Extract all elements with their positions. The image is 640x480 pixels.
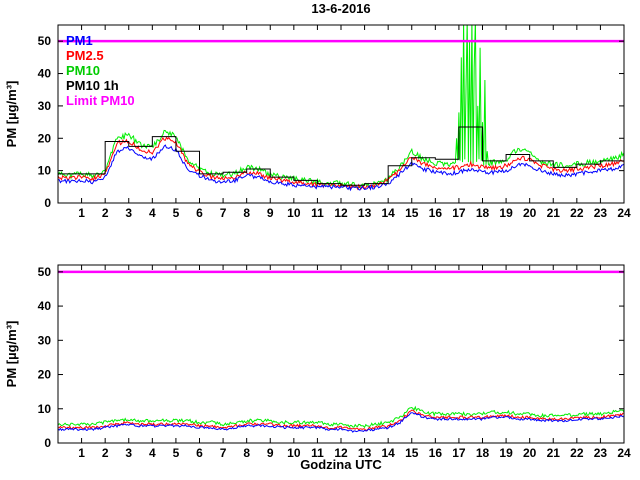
svg-text:40: 40 xyxy=(38,67,52,81)
svg-text:9: 9 xyxy=(267,206,274,220)
svg-text:17: 17 xyxy=(452,446,466,460)
svg-text:11: 11 xyxy=(311,206,324,220)
svg-text:15: 15 xyxy=(405,206,419,220)
svg-text:20: 20 xyxy=(523,446,537,460)
svg-text:5: 5 xyxy=(173,206,180,220)
svg-text:50: 50 xyxy=(38,265,52,279)
svg-text:22: 22 xyxy=(570,446,584,460)
svg-text:20: 20 xyxy=(38,368,52,382)
svg-text:17: 17 xyxy=(452,206,466,220)
legend-item-pm10: PM10 xyxy=(66,63,100,78)
svg-text:18: 18 xyxy=(476,206,490,220)
svg-text:0: 0 xyxy=(44,436,51,450)
svg-text:15: 15 xyxy=(405,446,419,460)
svg-text:PM [µg/m³]: PM [µg/m³] xyxy=(4,321,19,388)
svg-text:3: 3 xyxy=(125,206,132,220)
svg-text:21: 21 xyxy=(547,206,561,220)
svg-text:0: 0 xyxy=(44,196,51,210)
svg-text:10: 10 xyxy=(38,402,52,416)
svg-text:12: 12 xyxy=(334,206,348,220)
svg-text:7: 7 xyxy=(220,206,227,220)
svg-text:22: 22 xyxy=(570,206,584,220)
svg-text:16: 16 xyxy=(429,446,443,460)
svg-text:40: 40 xyxy=(38,299,52,313)
svg-text:10: 10 xyxy=(287,206,301,220)
legend-item-limit-pm10: Limit PM10 xyxy=(66,93,135,108)
svg-text:23: 23 xyxy=(594,206,608,220)
svg-text:10: 10 xyxy=(38,164,52,178)
x-axis-label: Godzina UTC xyxy=(300,457,382,472)
svg-text:13: 13 xyxy=(358,446,372,460)
svg-text:10: 10 xyxy=(287,446,301,460)
svg-text:11: 11 xyxy=(311,446,324,460)
svg-text:18: 18 xyxy=(476,446,490,460)
svg-text:6: 6 xyxy=(196,206,203,220)
svg-text:30: 30 xyxy=(38,333,52,347)
svg-text:4: 4 xyxy=(149,446,156,460)
svg-text:2: 2 xyxy=(102,446,109,460)
svg-text:PM [µg/m³]: PM [µg/m³] xyxy=(4,81,19,148)
svg-text:16: 16 xyxy=(429,206,443,220)
legend-item-pm2-5: PM2.5 xyxy=(66,48,104,63)
legend: PM1 PM2.5 PM10 PM10 1h Limit PM10 xyxy=(66,33,135,108)
legend-item-pm1: PM1 xyxy=(66,33,93,48)
svg-text:3: 3 xyxy=(125,446,132,460)
figure-title: 13-6-2016 xyxy=(311,1,371,16)
svg-text:12: 12 xyxy=(334,446,348,460)
svg-text:4: 4 xyxy=(149,206,156,220)
svg-text:21: 21 xyxy=(547,446,561,460)
svg-text:2: 2 xyxy=(102,206,109,220)
svg-text:8: 8 xyxy=(243,446,250,460)
svg-text:24: 24 xyxy=(617,446,631,460)
svg-text:13: 13 xyxy=(358,206,372,220)
svg-text:5: 5 xyxy=(173,446,180,460)
svg-text:14: 14 xyxy=(381,206,395,220)
svg-text:19: 19 xyxy=(499,206,513,220)
svg-text:24: 24 xyxy=(617,206,631,220)
svg-text:20: 20 xyxy=(38,131,52,145)
legend-item-pm10-1h: PM10 1h xyxy=(66,78,119,93)
svg-text:14: 14 xyxy=(381,446,395,460)
svg-text:50: 50 xyxy=(38,34,52,48)
svg-text:9: 9 xyxy=(267,446,274,460)
svg-text:6: 6 xyxy=(196,446,203,460)
svg-text:30: 30 xyxy=(38,99,52,113)
svg-text:7: 7 xyxy=(220,446,227,460)
svg-text:20: 20 xyxy=(523,206,537,220)
svg-text:23: 23 xyxy=(594,446,608,460)
svg-text:8: 8 xyxy=(243,206,250,220)
svg-text:19: 19 xyxy=(499,446,513,460)
svg-text:1: 1 xyxy=(78,206,85,220)
svg-text:1: 1 xyxy=(78,446,85,460)
